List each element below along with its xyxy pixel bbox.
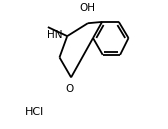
Text: HN: HN [47, 30, 62, 40]
Text: OH: OH [80, 3, 96, 13]
Text: HCl: HCl [25, 107, 44, 117]
Text: O: O [66, 84, 74, 94]
